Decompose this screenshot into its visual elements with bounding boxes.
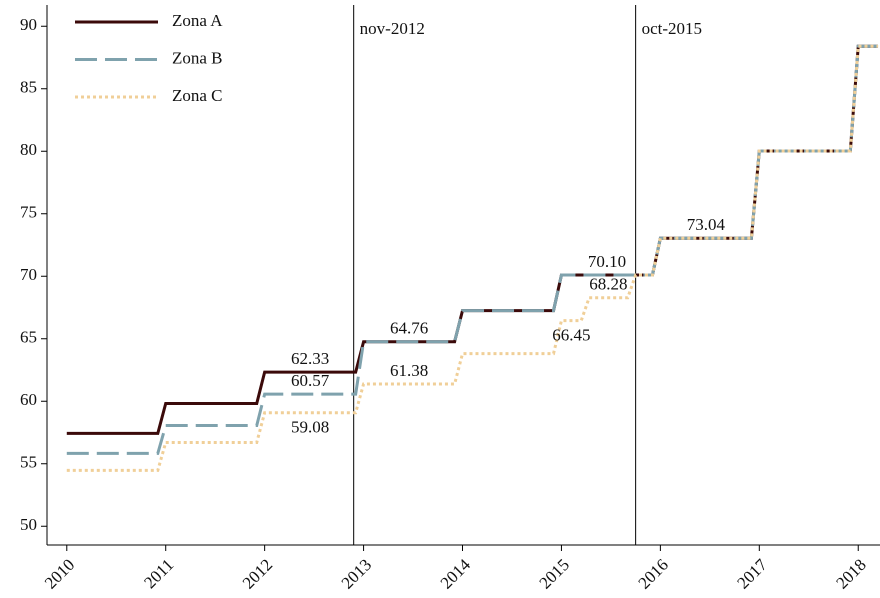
x-tick-label: 2015 xyxy=(536,555,573,592)
y-tick-label: 50 xyxy=(20,515,37,534)
x-tick-label: 2012 xyxy=(239,555,276,592)
y-tick-label: 65 xyxy=(20,328,37,347)
x-tick-label: 2014 xyxy=(437,555,475,593)
y-tick-label: 85 xyxy=(20,78,37,97)
y-tick-label: 75 xyxy=(20,203,37,222)
value-label: 60.57 xyxy=(291,371,330,390)
x-tick-label: 2011 xyxy=(140,555,177,592)
event-label: nov-2012 xyxy=(360,19,425,38)
legend-label: Zona C xyxy=(172,86,223,105)
legend-label: Zona B xyxy=(172,48,223,67)
value-label: 62.33 xyxy=(291,349,329,368)
value-label: 70.10 xyxy=(588,252,626,271)
x-tick-label: 2013 xyxy=(338,555,375,592)
value-label: 73.04 xyxy=(687,215,726,234)
value-label: 59.08 xyxy=(291,418,329,437)
series-line xyxy=(66,44,879,472)
y-tick-label: 90 xyxy=(20,15,37,34)
y-tick-label: 80 xyxy=(20,140,37,159)
event-label: oct-2015 xyxy=(642,19,702,38)
y-tick-label: 60 xyxy=(20,390,37,409)
x-tick-label: 2017 xyxy=(733,555,771,593)
x-tick-label: 2010 xyxy=(41,555,78,592)
value-label: 66.45 xyxy=(552,326,590,345)
x-tick-label: 2016 xyxy=(634,555,671,592)
value-label: 64.76 xyxy=(390,319,428,338)
y-tick-label: 70 xyxy=(20,265,37,284)
value-label: 68.28 xyxy=(589,275,627,294)
series-line xyxy=(66,44,879,455)
value-label: 61.38 xyxy=(390,361,428,380)
x-tick-label: 2018 xyxy=(832,555,869,592)
y-tick-label: 55 xyxy=(20,453,37,472)
legend-label: Zona A xyxy=(172,11,223,30)
